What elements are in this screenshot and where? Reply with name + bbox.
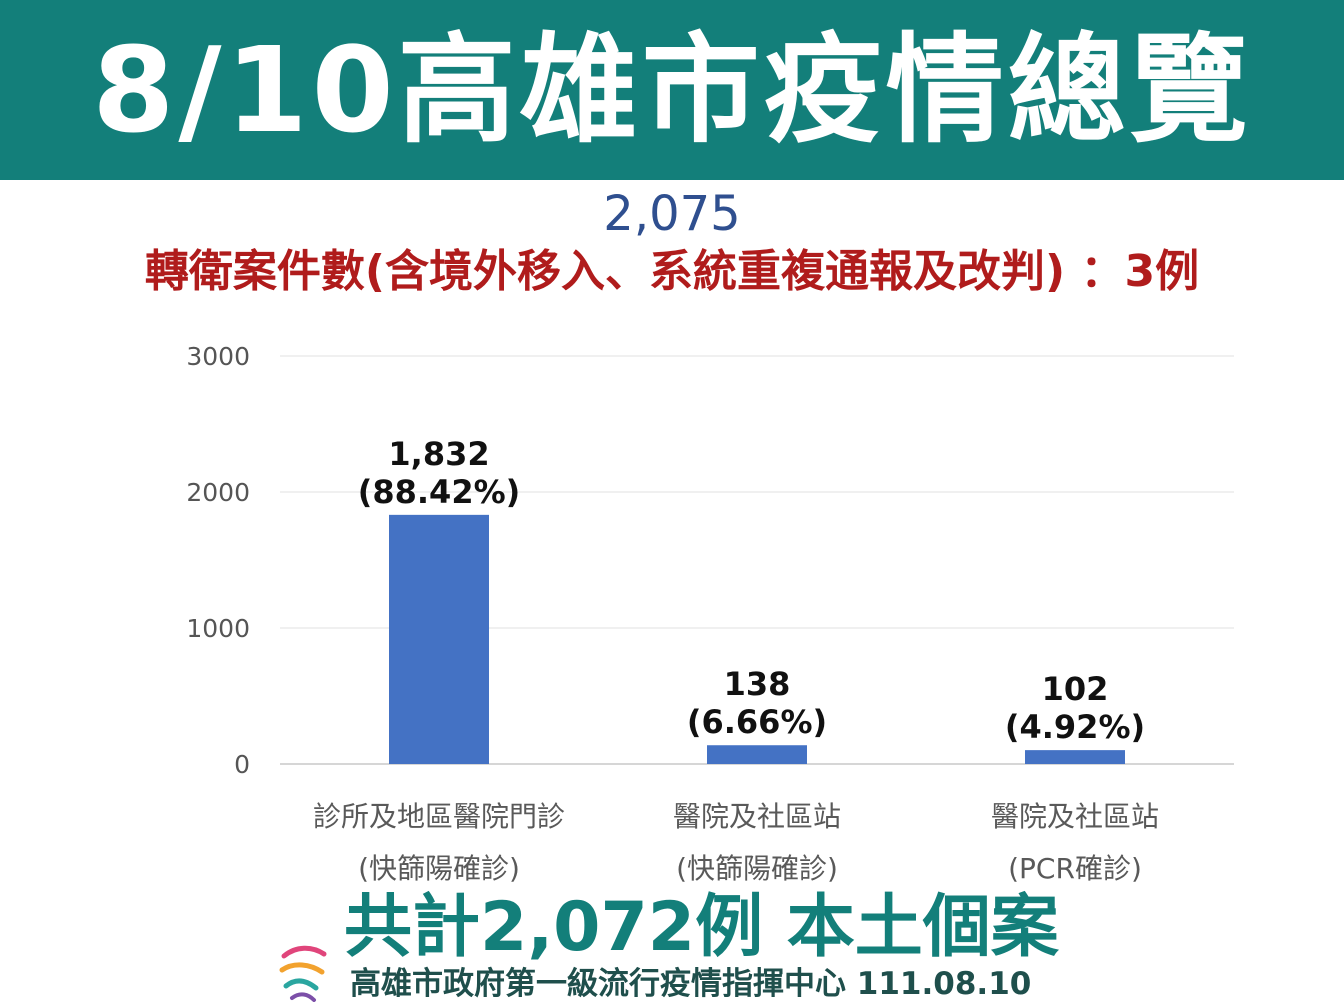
x-tick-label: 醫院及社區站	[673, 800, 841, 833]
page-title: 8/10高雄市疫情總覽	[92, 21, 1252, 159]
title-banner: 8/10高雄市疫情總覽	[0, 0, 1344, 180]
x-tick-label: 醫院及社區站	[991, 800, 1159, 833]
local-case-total: 共計2,072例 本土個案	[344, 888, 1059, 967]
total-count: 2,075	[603, 186, 741, 242]
data-label-value: 1,832	[388, 435, 489, 473]
organization-date: 高雄市政府第一級流行疫情指揮中心 111.08.10	[350, 966, 1032, 1002]
x-tick-label: (快篩陽確診)	[358, 852, 520, 885]
data-label-percent: (88.42%)	[358, 473, 521, 511]
y-tick-label: 0	[234, 750, 250, 779]
x-tick-label: (PCR確診)	[1008, 852, 1142, 885]
bar-chart: 0 1000 2000 3000 1,832(88.42%) 診所及地區醫院門診 (快篩陽確…	[186, 342, 1234, 885]
city-logo-icon	[279, 945, 327, 1002]
data-label-percent: (6.66%)	[687, 703, 827, 741]
data-label-percent: (4.92%)	[1005, 708, 1145, 746]
x-tick-label: 診所及地區醫院門診	[313, 800, 565, 833]
y-tick-label: 1000	[186, 614, 250, 643]
y-tick-label: 2000	[186, 478, 250, 507]
transfer-note: 轉衛案件數(含境外移入、系統重複通報及改判) ：3例	[144, 246, 1200, 297]
y-tick-label: 3000	[186, 342, 250, 371]
bar	[389, 514, 489, 764]
bar	[707, 745, 807, 764]
x-tick-label: (快篩陽確診)	[676, 852, 838, 885]
data-label-value: 102	[1042, 670, 1109, 708]
data-label-value: 138	[724, 665, 791, 703]
bar	[1025, 750, 1125, 764]
